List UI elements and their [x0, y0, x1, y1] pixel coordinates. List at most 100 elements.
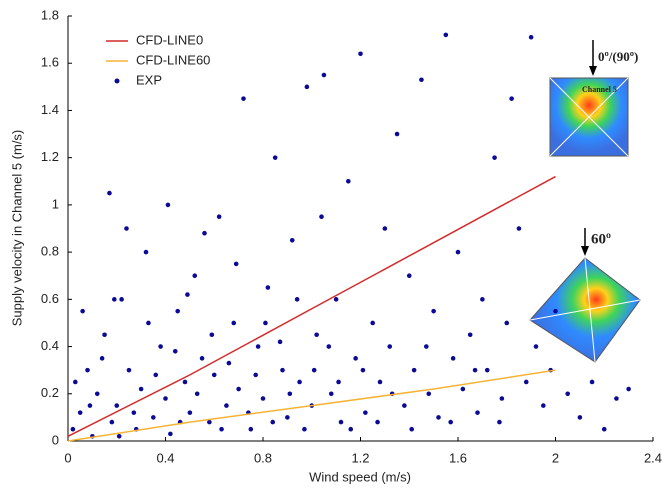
data-point: [294, 297, 300, 302]
data-point: [211, 372, 217, 378]
data-point: [77, 410, 83, 415]
data-point: [358, 51, 363, 57]
data-point: [497, 419, 502, 425]
data-point: [484, 367, 490, 373]
legend-label: CFD-LINE60: [136, 52, 210, 67]
y-tick-label: 0.2: [41, 385, 59, 400]
data-point: [321, 72, 327, 78]
data-point: [231, 320, 237, 326]
y-tick-label: 0.8: [41, 244, 59, 259]
data-point: [565, 391, 570, 397]
data-point: [138, 386, 144, 392]
data-point: [255, 344, 261, 349]
data-point: [131, 410, 137, 415]
data-point: [601, 426, 607, 432]
data-point: [443, 32, 449, 38]
data-point: [353, 356, 358, 361]
y-tick-label: 1.8: [41, 7, 59, 22]
data-point: [589, 379, 595, 385]
x-axis-label: Wind speed (m/s): [309, 469, 411, 484]
data-point: [226, 360, 232, 366]
data-point: [319, 214, 324, 219]
data-point: [119, 297, 124, 302]
data-point: [116, 433, 122, 439]
data-point: [523, 379, 529, 385]
inset-0deg: 0º/(90º) Channel 5: [549, 40, 638, 157]
data-point: [85, 367, 90, 373]
data-point: [338, 419, 344, 425]
legend-swatch: [114, 78, 120, 84]
data-point: [475, 410, 480, 415]
data-point: [87, 403, 93, 408]
data-point: [541, 403, 546, 408]
data-point: [467, 332, 473, 338]
data-point: [314, 332, 319, 338]
x-tick-label: 2.4: [644, 450, 662, 465]
data-point: [375, 419, 380, 425]
data-point: [472, 367, 478, 373]
data-point: [450, 356, 456, 361]
data-point: [168, 431, 173, 437]
data-point: [499, 396, 505, 401]
data-point: [80, 308, 85, 314]
data-point: [102, 332, 107, 338]
data-point: [304, 84, 310, 90]
data-point: [253, 372, 258, 378]
data-point: [577, 415, 583, 420]
data-point: [126, 367, 132, 373]
data-point: [182, 379, 188, 385]
data-point: [285, 415, 290, 420]
data-point: [377, 379, 383, 385]
annotation: Channel 5: [582, 85, 617, 94]
x-tick-label: 1.2: [351, 450, 369, 465]
data-point: [509, 96, 514, 101]
data-point: [336, 379, 341, 385]
data-point: [553, 308, 558, 314]
data-line: [67, 175, 556, 437]
y-tick-label: 1.4: [41, 102, 59, 117]
data-point: [248, 426, 254, 432]
data-point: [241, 96, 246, 101]
annotation: 60º: [591, 231, 611, 247]
data-point: [394, 131, 400, 137]
data-point: [424, 344, 429, 349]
x-tick-label: 0.4: [156, 450, 174, 465]
x-tick-label: 2: [552, 450, 559, 465]
data-point: [328, 391, 334, 397]
data-point: [492, 155, 497, 160]
y-tick-label: 0.4: [41, 338, 59, 353]
data-point: [614, 396, 619, 401]
data-point: [382, 226, 388, 231]
data-point: [480, 297, 485, 302]
data-point: [426, 391, 432, 397]
data-point: [289, 238, 295, 243]
data-point: [187, 410, 193, 415]
x-tick-label: 0.8: [254, 450, 272, 465]
data-point: [163, 396, 168, 401]
data-point: [387, 344, 393, 349]
data-point: [409, 426, 414, 432]
data-point: [260, 396, 266, 401]
data-point: [455, 249, 461, 255]
data-point: [448, 419, 453, 425]
data-point: [419, 77, 424, 83]
data-point: [411, 367, 417, 373]
data-point: [114, 403, 120, 408]
data-point: [224, 403, 229, 408]
data-point: [265, 285, 271, 290]
data-point: [406, 273, 412, 279]
data-point: [143, 249, 149, 255]
data-point: [297, 379, 302, 385]
x-tick-label: 1.6: [449, 450, 467, 465]
data-point: [165, 202, 171, 208]
data-point: [99, 356, 105, 361]
data-point: [233, 261, 239, 267]
data-point: [528, 34, 534, 40]
inset-60deg: 60º: [529, 228, 641, 363]
x-tick-label: 0: [64, 450, 71, 465]
data-point: [192, 273, 198, 279]
data-point: [348, 426, 354, 432]
data-point: [280, 367, 285, 373]
data-point: [302, 426, 307, 432]
data-point: [436, 415, 441, 420]
